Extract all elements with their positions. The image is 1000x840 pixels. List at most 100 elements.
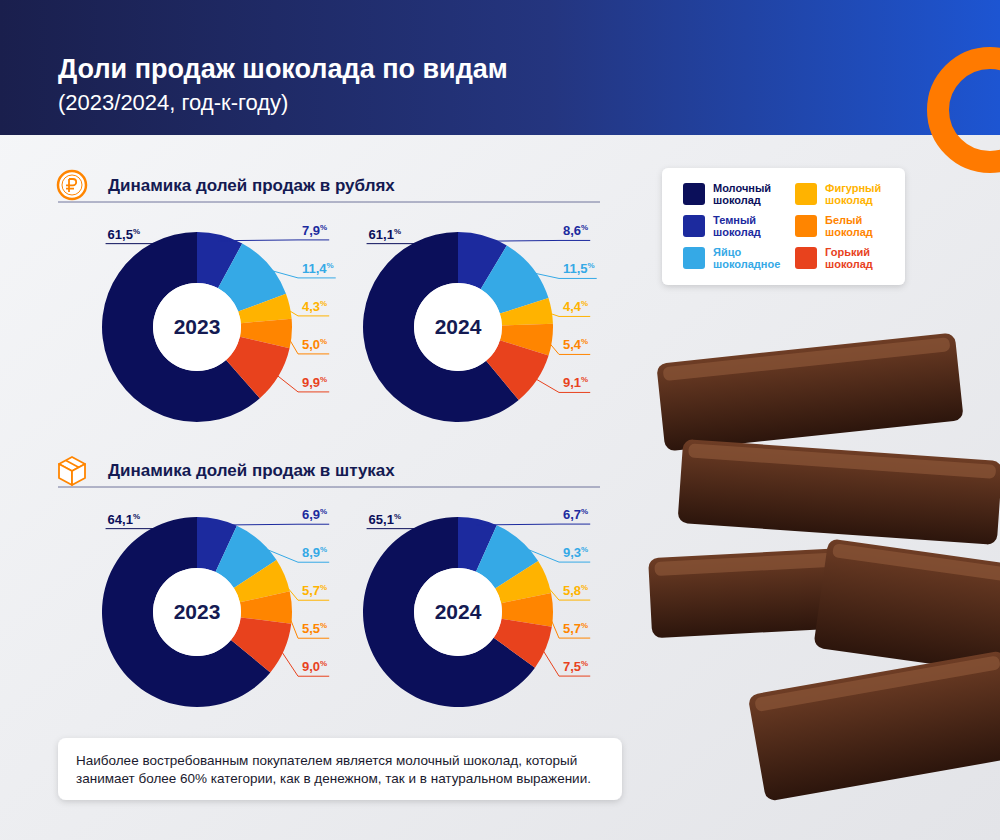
legend-swatch: [683, 215, 705, 237]
chart-root: Доли продаж шоколада по видам(2023/2024,…: [0, 0, 1000, 840]
data-label-main: 5,7: [563, 621, 581, 636]
data-label: 5,8%: [563, 583, 588, 598]
legend-swatch: [683, 183, 705, 205]
donut-chart: 2024: [363, 232, 553, 422]
icon-ruble-sign: [66, 179, 76, 192]
decor-piece: [748, 650, 1000, 802]
legend-swatch: [795, 183, 817, 205]
section-rule: [58, 487, 600, 488]
legend-swatch: [795, 247, 817, 269]
leader-line: [286, 608, 329, 639]
data-labels: 61,5% 7,9% 11,4% 4,3% 5,0% 9,9%: [106, 223, 336, 392]
data-label-main: 61,1: [369, 227, 394, 242]
data-label-unit: %: [320, 337, 327, 346]
legend-label-line: шоколад: [713, 226, 761, 238]
data-label-main: 64,1: [108, 512, 133, 527]
legend-label-line: Яйцо: [713, 246, 741, 258]
data-label-main: 61,5: [108, 227, 133, 242]
data-label: 5,5%: [302, 621, 327, 636]
slice: [231, 617, 291, 672]
data-label-main: 8,9: [302, 545, 320, 560]
data-label-unit: %: [581, 223, 588, 232]
slice-group: [363, 232, 553, 422]
leader-line: [219, 239, 329, 241]
leader-line: [482, 240, 590, 242]
data-label-unit: %: [320, 507, 327, 516]
data-label-main: 65,1: [369, 512, 394, 527]
decor-piece-top: [754, 655, 1000, 712]
icon-box-face: [59, 464, 72, 485]
data-label: 7,5%: [563, 659, 588, 674]
donut-hole: [153, 283, 241, 371]
donut-center-label: 2023: [174, 600, 221, 623]
decor-piece-top: [663, 337, 951, 381]
data-label-unit: %: [133, 512, 140, 521]
data-label: 4,3%: [302, 299, 327, 314]
data-label-main: 11,4: [302, 261, 327, 276]
leader-line: [367, 243, 421, 244]
legend: МолочныйшоколадТемныйшоколадЯйцошоколадн…: [662, 168, 905, 285]
legend-label: Молочныйшоколад: [713, 182, 771, 206]
slice: [494, 619, 552, 668]
data-label-unit: %: [581, 583, 588, 592]
decor-piece-body: [748, 650, 1000, 802]
icon-coin: [58, 171, 86, 199]
data-label-unit: %: [320, 621, 327, 630]
data-label: 5,0%: [302, 337, 327, 352]
data-label: 61,5%: [108, 227, 140, 242]
legend-label-line: Белый: [825, 214, 862, 226]
slice: [238, 294, 291, 323]
leader-line: [546, 312, 591, 317]
donut-chart: 2023: [102, 232, 292, 422]
data-labels: 61,1%8,6%11,5%4,4%5,4%9,1%: [367, 223, 597, 392]
data-label-unit: %: [581, 375, 588, 384]
data-label-main: 9,1: [563, 375, 581, 390]
decor-piece: [813, 538, 1000, 673]
data-label-main: 6,9: [302, 507, 320, 522]
data-label-unit: %: [581, 337, 588, 346]
legend-label-line: шоколад: [825, 226, 873, 238]
data-label: 64,1%: [108, 512, 140, 527]
data-label: 9,9%: [302, 375, 327, 390]
slices: [363, 232, 553, 422]
legend-label-line: Молочный: [713, 182, 771, 194]
legend-label-line: шоколад: [713, 194, 761, 206]
section-icon: [58, 171, 86, 199]
leader-line: [284, 307, 329, 316]
icon-box-tape: [66, 461, 79, 468]
legend-label-line: Горький: [825, 246, 870, 258]
data-label-unit: %: [581, 299, 588, 308]
data-label: 9,0%: [302, 659, 327, 674]
data-label-unit: %: [581, 659, 588, 668]
leader-line: [546, 339, 590, 354]
data-label: 4,4%: [563, 299, 588, 314]
data-label-main: 7,9: [302, 223, 320, 238]
leader-line: [106, 528, 160, 529]
donut-hole: [153, 568, 241, 656]
leader-line: [286, 333, 329, 354]
legend-swatch: [795, 215, 817, 237]
data-label: 6,7%: [563, 507, 588, 522]
note-box: [58, 738, 622, 800]
data-label-unit: %: [394, 227, 401, 236]
data-label-main: 5,0: [302, 337, 320, 352]
data-label: 9,3%: [563, 545, 588, 560]
data-label-main: 7,5: [563, 659, 581, 674]
slices: [102, 232, 292, 422]
slices: [102, 517, 292, 707]
leader-line: [106, 243, 160, 244]
data-label-unit: %: [320, 659, 327, 668]
data-label-unit: %: [320, 375, 327, 384]
section-title: Динамика долей продаж в рублях: [108, 176, 395, 195]
slice-group: [102, 517, 292, 707]
leader-line: [273, 373, 329, 392]
note-text: Наиболее востребованным покупателем явля…: [76, 753, 591, 786]
leader-line: [367, 528, 421, 529]
slices: [363, 517, 553, 707]
data-label-main: 11,5: [563, 261, 588, 276]
data-label-unit: %: [394, 512, 401, 521]
leader-line: [279, 577, 329, 600]
leader-line: [540, 646, 590, 676]
section-icon: [59, 457, 85, 485]
data-label: 5,7%: [563, 621, 588, 636]
